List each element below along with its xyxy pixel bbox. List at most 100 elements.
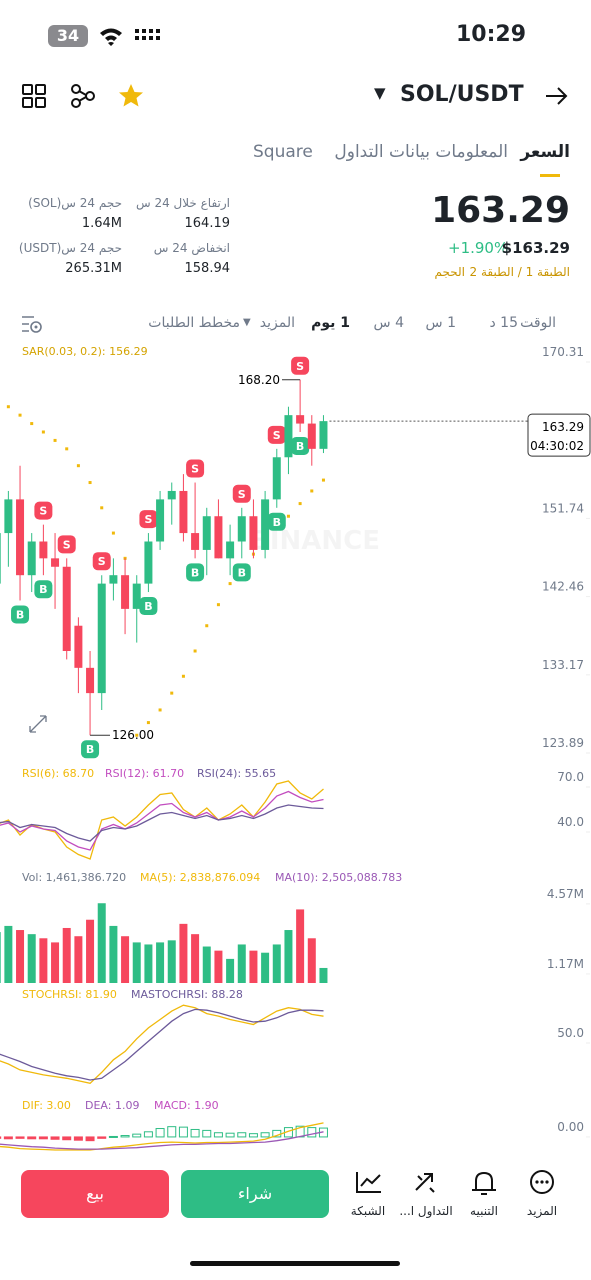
battery: 34: [48, 25, 88, 47]
interval-active[interactable]: 1 يوم: [311, 315, 350, 331]
bar: [62, 927, 71, 983]
bar: [155, 1128, 165, 1138]
layer-tag: الطبقة 1 / الطبقة 2: [469, 265, 570, 279]
signal-badge: [186, 563, 205, 582]
countdown: 04:30:02: [530, 439, 584, 453]
signal-label: B: [16, 608, 24, 621]
y-tick-label: 0.00: [557, 1120, 584, 1134]
sar-dot: [100, 506, 104, 510]
last-price-box: [527, 413, 591, 457]
volume-tag: الحجم: [434, 265, 465, 279]
interval[interactable]: 1 س: [425, 315, 456, 331]
stat-value: 265.31M: [65, 261, 122, 276]
candle-body: [249, 516, 258, 550]
interval[interactable]: 15 د: [489, 315, 518, 331]
bar: [167, 940, 176, 983]
bar: [97, 1136, 107, 1139]
nav-label[interactable]: التداول ا...: [399, 1204, 453, 1218]
more[interactable]: المزيد: [259, 315, 295, 331]
candle-body: [97, 583, 106, 694]
bar: [120, 1135, 130, 1138]
signal-label: B: [144, 600, 152, 613]
nav-label[interactable]: المزيد: [526, 1204, 558, 1218]
sar-dot: [41, 430, 45, 434]
candle-body: [74, 625, 83, 668]
bar: [272, 944, 281, 983]
tab[interactable]: المعلومات: [435, 142, 508, 162]
bar: [284, 930, 293, 983]
nav-icons: [356, 1170, 554, 1195]
watermark: BINANCE: [250, 526, 380, 556]
stat-value: 1.64M: [81, 216, 122, 231]
signal-badge: [139, 597, 158, 616]
stat-value: 164.19: [184, 216, 231, 231]
signal-badge: [232, 563, 251, 582]
signal-badge: [291, 436, 310, 455]
indicator-legend: SAR(0.03, 0.2): 156.29: [22, 345, 148, 358]
sar-dot: [76, 464, 80, 468]
signal-label: S: [296, 360, 304, 373]
sar-dot: [6, 405, 10, 409]
bar: [226, 958, 235, 983]
indicator-legend: DEA: 1.09: [85, 1099, 139, 1112]
tab-underline: [540, 174, 560, 177]
bar: [38, 1136, 48, 1140]
indicator-legend: RSI(24): 55.65: [197, 767, 276, 780]
candle-body: [214, 516, 223, 559]
y-tick-label: 40.0: [557, 815, 584, 829]
tab[interactable]: بيانات التداول: [334, 142, 430, 162]
candle-body: [284, 415, 293, 458]
nav-label[interactable]: التنبيه: [470, 1204, 498, 1218]
signal-label: B: [273, 516, 281, 529]
stat-value: 158.94: [184, 261, 231, 276]
signal-badge: [291, 356, 310, 375]
signal-label: S: [98, 555, 106, 568]
depth-chart[interactable]: مخطط الطلبات: [148, 315, 240, 331]
sar-dot: [88, 481, 92, 485]
settings-icon[interactable]: [20, 313, 44, 335]
bar: [202, 946, 211, 983]
signal-label: S: [273, 429, 281, 442]
bar: [86, 919, 95, 983]
sar-dot: [298, 502, 302, 506]
sar-dot: [146, 721, 150, 725]
candle-body: [86, 667, 95, 694]
indicator-legend: RSI(12): 61.70: [105, 767, 184, 780]
nav-label[interactable]: الشبكة: [350, 1204, 386, 1218]
interval[interactable]: الوقت: [520, 315, 556, 331]
signal-badge: [139, 510, 158, 529]
sar-dot: [30, 422, 34, 426]
bar: [27, 1136, 37, 1140]
bar: [248, 1133, 258, 1138]
candle-body: [4, 499, 13, 534]
indicator-legend: MACD: 1.90: [154, 1099, 219, 1112]
kline-chart: 123.89 133.17 142.46 151.74 170.31 BINANCE SAR…: [0, 345, 591, 1151]
forward-icon[interactable]: [544, 84, 570, 108]
tab[interactable]: Square: [253, 142, 313, 162]
pair[interactable]: SOL/USDT: [400, 82, 524, 107]
bar: [27, 934, 36, 983]
bar: [143, 1131, 153, 1138]
signal-label: S: [238, 488, 246, 501]
signal-badge: [92, 552, 111, 571]
bar: [85, 1136, 95, 1142]
bar: [167, 1126, 177, 1138]
sar-dot: [205, 624, 209, 628]
bar: [237, 1132, 247, 1138]
bar: [74, 936, 83, 983]
signal-badge: [186, 459, 205, 478]
interval[interactable]: 4 س: [373, 315, 404, 331]
bar: [15, 1136, 25, 1139]
candle-body: [156, 499, 165, 542]
dropdown-arrow[interactable]: ▼: [374, 84, 386, 102]
bar: [307, 938, 316, 983]
tab[interactable]: السعر: [520, 142, 570, 162]
bar: [296, 909, 305, 983]
signal-badge: [267, 425, 286, 444]
status-icons: [100, 28, 160, 46]
buy-button[interactable]: شراء: [181, 1170, 329, 1218]
sell-button[interactable]: بيع: [21, 1170, 169, 1218]
candle-body: [226, 541, 235, 559]
candle-body: [144, 541, 153, 584]
